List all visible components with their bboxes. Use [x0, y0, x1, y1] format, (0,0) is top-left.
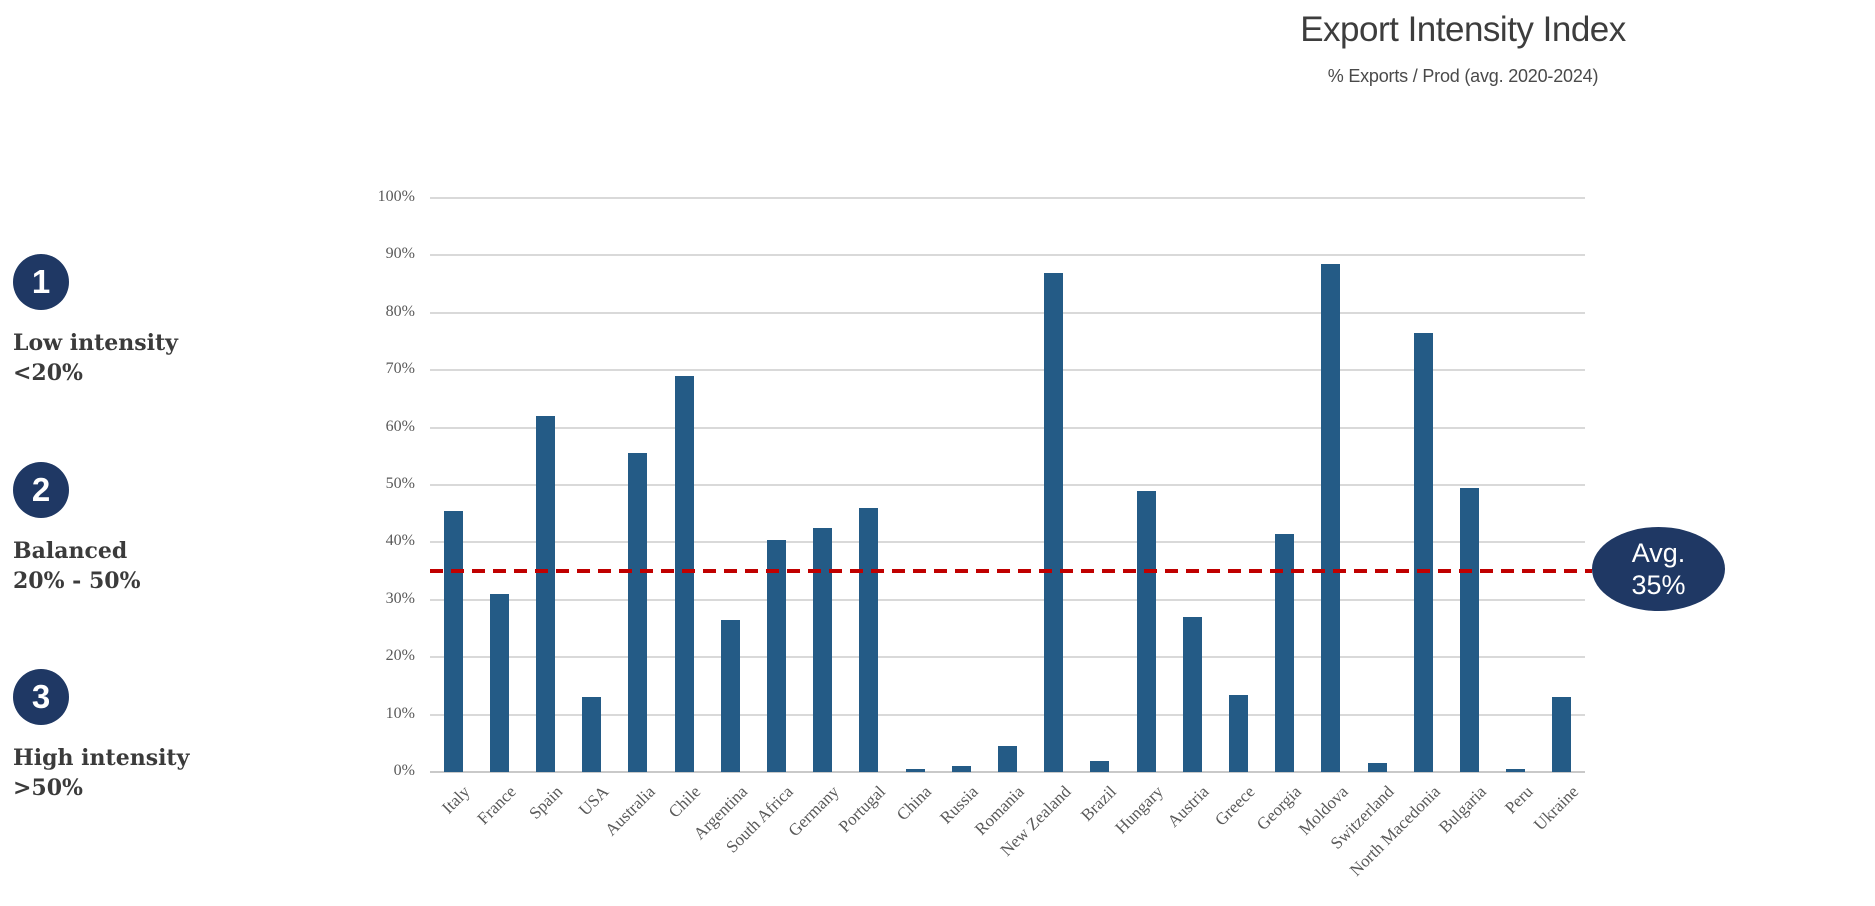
- bar-south-africa: [767, 539, 786, 772]
- legend-number: 3: [31, 678, 51, 715]
- bar-peru: [1506, 769, 1526, 772]
- bar-bulgaria: [1460, 487, 1479, 772]
- y-tick-label: 80%: [385, 302, 415, 320]
- legend-item-balanced: 2 Balanced 20% - 50%: [13, 462, 273, 596]
- legend-range: 20% - 50%: [13, 568, 141, 594]
- x-axis-label: China: [893, 782, 936, 825]
- bar-france: [489, 594, 509, 772]
- bar-portugal: [859, 507, 879, 772]
- y-tick-label: 20%: [385, 647, 415, 665]
- x-axis-label: France: [473, 782, 520, 829]
- y-tick-label: 30%: [385, 589, 415, 607]
- x-axis-label: Germany: [784, 782, 844, 841]
- gridline: [430, 311, 1585, 314]
- legend-text: Balanced 20% - 50%: [13, 536, 273, 596]
- legend-number: 2: [31, 471, 51, 508]
- legend-item-high-intensity: 3 High intensity >50%: [13, 669, 273, 803]
- y-tick-label: 100%: [377, 188, 415, 205]
- y-tick-label: 10%: [385, 704, 415, 722]
- x-axis-label: Peru: [1500, 782, 1537, 818]
- y-tick-label: 90%: [385, 245, 415, 263]
- gridline: [430, 484, 1585, 486]
- x-axis-label: Australia: [600, 782, 659, 840]
- x-axis-label: Portugal: [835, 782, 890, 837]
- legend-label: High intensity: [13, 745, 190, 771]
- bar-ukraine: [1552, 697, 1572, 772]
- x-axis-label: Brazil: [1077, 782, 1121, 825]
- x-axis-label: Hungary: [1111, 782, 1167, 838]
- bar-new-zealand: [1044, 272, 1064, 772]
- y-tick-label: 60%: [385, 417, 415, 435]
- average-badge-label: Avg.: [1631, 537, 1686, 568]
- x-axis-label: Italy: [438, 782, 474, 818]
- y-tick-label: 50%: [385, 475, 415, 492]
- gridline: [430, 369, 1585, 372]
- gridline: [430, 197, 1585, 199]
- bar-russia: [951, 766, 971, 772]
- average-badge: Avg. 35%: [1592, 527, 1725, 611]
- x-axis-label: Greece: [1211, 782, 1259, 830]
- legend-range: <20%: [13, 360, 83, 386]
- gridline: [430, 541, 1585, 544]
- bar-argentina: [720, 619, 740, 772]
- average-line: [430, 569, 1592, 574]
- legend-number-badge: 3: [13, 669, 69, 725]
- bar-moldova: [1321, 264, 1341, 772]
- page-title: Export Intensity Index: [1300, 10, 1626, 49]
- legend-number-badge: 1: [13, 254, 69, 310]
- x-axis-label: Ukraine: [1530, 782, 1583, 835]
- x-axis-label: Bulgaria: [1435, 782, 1490, 837]
- bar-usa: [582, 697, 602, 772]
- x-axis-label: Chile: [665, 782, 705, 822]
- bar-brazil: [1090, 760, 1110, 772]
- gridline: [430, 713, 1585, 716]
- bar-china: [905, 769, 925, 772]
- x-axis-label: USA: [574, 782, 613, 820]
- chart-subtitle: % Exports / Prod (avg. 2020-2024): [1327, 66, 1599, 86]
- bar-switzerland: [1367, 763, 1387, 772]
- bar-italy: [443, 510, 463, 772]
- bar-north-macedonia: [1413, 332, 1433, 772]
- plot-area: Italy France Spain USA Australia Chile Argenti…: [430, 197, 1592, 880]
- gridline: [430, 426, 1585, 429]
- chart-header: Export Intensity Index % Exports / Prod …: [1188, 10, 1738, 87]
- legend-number-badge: 2: [13, 462, 69, 518]
- x-axis-label: Austria: [1163, 782, 1213, 831]
- x-axis-label: Spain: [525, 782, 566, 823]
- y-tick-label: 0%: [393, 762, 415, 779]
- bar-greece: [1229, 694, 1248, 772]
- bar-spain: [536, 416, 555, 772]
- bar-chile: [674, 375, 694, 772]
- legend-label: Low intensity: [13, 330, 178, 356]
- legend-range: >50%: [13, 775, 83, 801]
- bar-austria: [1182, 617, 1202, 772]
- legend-item-low-intensity: 1 Low intensity <20%: [13, 254, 273, 388]
- y-tick-label: 40%: [385, 532, 415, 550]
- gridline: [430, 656, 1585, 659]
- average-badge-value: 35%: [1631, 570, 1686, 600]
- legend-number: 1: [31, 263, 51, 300]
- legend-label: Balanced: [13, 538, 128, 564]
- gridline: [430, 254, 1585, 257]
- y-tick-label: 70%: [385, 360, 415, 378]
- legend-text: High intensity >50%: [13, 743, 273, 803]
- bar-germany: [813, 528, 833, 772]
- gridline: [430, 598, 1585, 601]
- x-axis-line: [430, 771, 1585, 773]
- bar-romania: [998, 746, 1017, 772]
- bar-georgia: [1275, 533, 1295, 772]
- bar-hungary: [1136, 490, 1156, 772]
- bar-australia: [628, 453, 648, 772]
- legend-text: Low intensity <20%: [13, 328, 273, 388]
